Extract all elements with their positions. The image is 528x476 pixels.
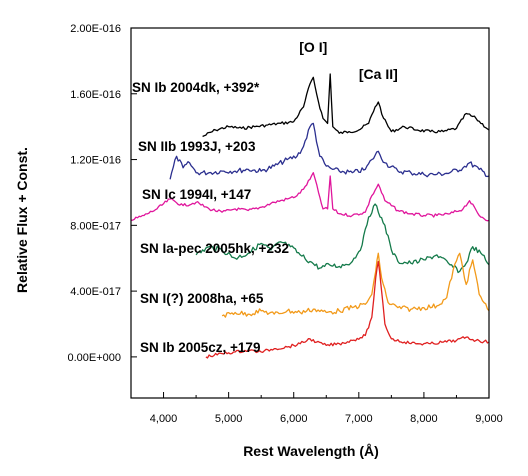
series-label-2: SN Ic 1994I, +147 <box>142 187 251 202</box>
line-annotation-1: [Ca II] <box>359 66 398 82</box>
line-annotation-0: [O I] <box>299 39 327 55</box>
x-tick-label: 5,000 <box>215 413 243 425</box>
y-tick-label: 4.00E-017 <box>70 286 121 298</box>
y-tick-label: 2.00E-016 <box>70 23 121 35</box>
axes: 4,000 5,000 6,000 7,000 8,000 9,000 0.00E+000 4… <box>67 23 502 425</box>
line-annotations: [O I] [Ca II] <box>299 39 398 82</box>
series-label-5: SN Ib 2005cz, +179 <box>140 340 260 355</box>
x-tick-label: 4,000 <box>150 413 178 425</box>
series-line-3 <box>195 203 490 274</box>
series-label-1: SN IIb 1993J, +203 <box>138 139 256 154</box>
series-label-0: SN Ib 2004dk, +392* <box>132 80 260 95</box>
series-line-0 <box>202 73 490 138</box>
series-line-5 <box>205 260 490 359</box>
x-tick-label: 6,000 <box>280 413 308 425</box>
series-line-1 <box>169 122 490 180</box>
plot-frame <box>130 27 490 399</box>
x-tick-label: 9,000 <box>475 413 503 425</box>
y-tick-label: 0.00E+000 <box>67 352 121 364</box>
series-label-3: SN Ia-pec 2005hk, +232 <box>140 241 289 256</box>
y-tick-label: 8.00E-017 <box>70 220 121 232</box>
x-axis-title: Rest Wavelength (Å) <box>243 443 379 459</box>
series-labels: SN Ib 2004dk, +392* SN IIb 1993J, +203 SN … <box>132 80 289 355</box>
y-axis-title: Relative Flux + Const. <box>14 147 30 293</box>
y-tick-label: 1.60E-016 <box>70 89 121 101</box>
x-tick-label: 8,000 <box>410 413 438 425</box>
series-line-2 <box>130 172 490 222</box>
y-tick-label: 1.20E-016 <box>70 155 121 167</box>
series-layer <box>130 73 490 359</box>
x-tick-label: 7,000 <box>345 413 373 425</box>
series-label-4: SN I(?) 2008ha, +65 <box>140 291 264 306</box>
series-line-4 <box>221 252 490 318</box>
